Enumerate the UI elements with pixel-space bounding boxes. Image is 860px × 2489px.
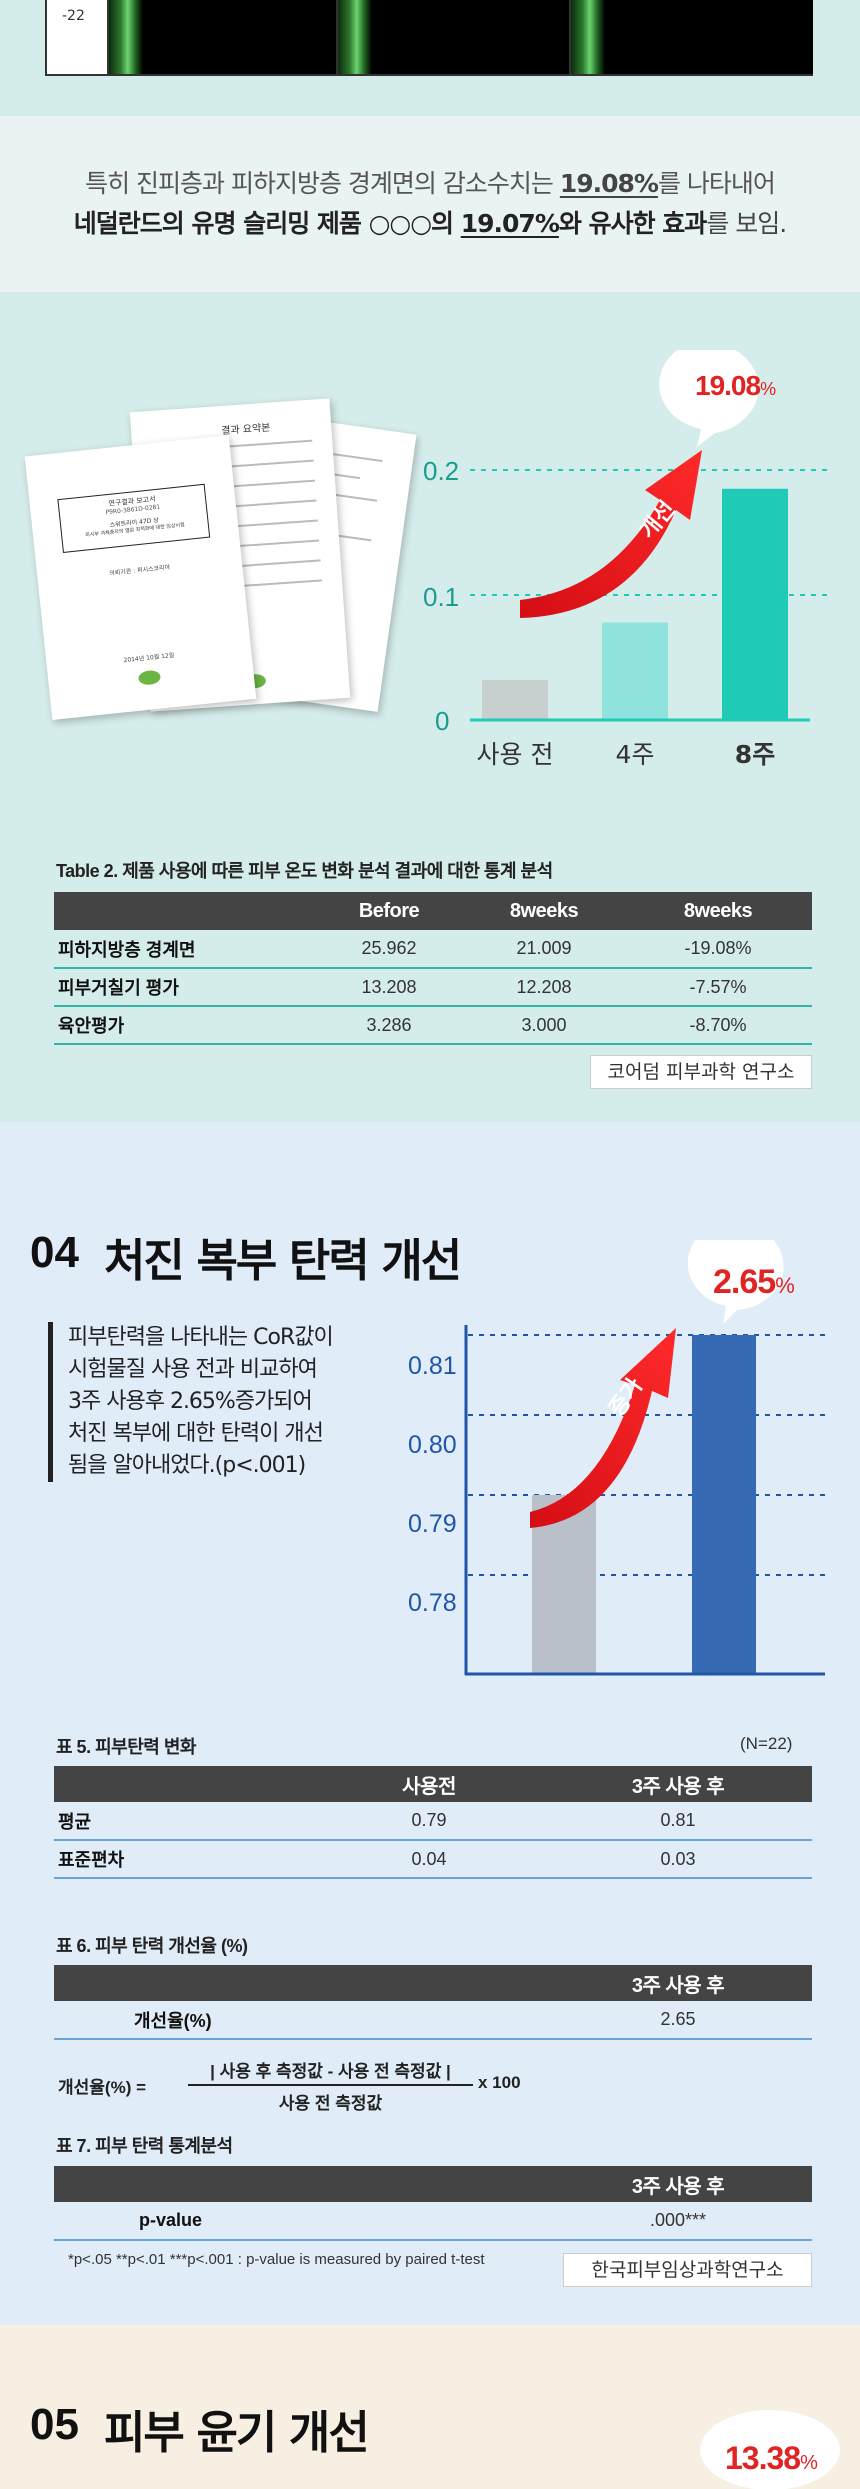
summary-value-2: 19.07% [460, 209, 560, 238]
x-label-8w: 8주 [734, 740, 776, 769]
value-bubble [700, 2410, 840, 2489]
sample-size: (N=22) [740, 1734, 793, 1753]
section-number: 05 [30, 2400, 79, 2449]
table6: 3주 사용 후 개선율(%) 2.65 [54, 1965, 812, 2040]
increase-arrow [530, 1328, 676, 1528]
bubble-value: 13.38% [725, 2440, 818, 2476]
summary-value-1: 19.08% [559, 169, 659, 198]
improvement-formula: 개선율(%) = | 사용 후 측정값 - 사용 전 측정값 | 사용 전 측정… [58, 2062, 521, 2113]
improvement-arrow [520, 450, 702, 618]
table5-caption: 표 5. 피부탄력 변화 [56, 1737, 196, 1757]
temperature-bar-chart: 개선 [470, 350, 830, 722]
summary-section [0, 116, 860, 292]
table2-caption: Table 2. 제품 사용에 따른 피부 온도 변화 분석 결과에 대한 통계… [56, 861, 553, 881]
y-tick-0.78: 0.78 [408, 1589, 457, 1617]
y-tick-0: 0 [435, 706, 450, 736]
table2-header-row: Before 8weeks 8weeks [54, 892, 812, 930]
description-bar [48, 1322, 53, 1482]
microscope-image-2 [336, 0, 569, 74]
bar-0 [482, 680, 548, 720]
microscope-image-3 [569, 0, 813, 74]
source-label: 코어덤 피부과학 연구소 [590, 1055, 812, 1089]
source-label: 한국피부임상과학연구소 [563, 2253, 812, 2287]
section-number: 04 [30, 1228, 79, 1277]
table-row: 평균 0.79 0.81 [54, 1802, 812, 1841]
microscope-image-1 [107, 0, 336, 74]
bubble-value: 2.65% [713, 1263, 795, 1301]
elasticity-description: 피부탄력을 나타내는 CoR값이 시험물질 사용 전과 비교하여 3주 사용후 … [68, 1325, 334, 1478]
bubble-value: 19.08% [695, 370, 777, 401]
table7: 3주 사용 후 p-value .000*** [54, 2166, 812, 2241]
y-tick-0.1: 0.1 [423, 582, 460, 612]
table-row: 피부거칠기 평가 13.208 12.208 -7.57% [54, 968, 812, 1007]
p-value-footnote: *p<.05 **p<.01 ***p<.001 : p-value is me… [68, 2251, 485, 2268]
value-bubble [659, 350, 759, 447]
table-row: 개선율(%) 2.65 [54, 2001, 812, 2040]
x-label-4w: 4주 [615, 740, 655, 769]
table5-header-row: 사용전 3주 사용 후 [54, 1766, 812, 1802]
y-tick-0.80: 0.80 [408, 1431, 457, 1459]
table6-header-row: 3주 사용 후 [54, 1965, 812, 2001]
table5: 사용전 3주 사용 후 평균 0.79 0.81 표준편차 0.04 0.03 [54, 1766, 812, 1879]
elasticity-bar-chart: 증가 [464, 1240, 825, 1676]
table2: Before 8weeks 8weeks 피하지방층 경계면 25.962 21.009… [54, 892, 812, 1045]
y-tick-0.79: 0.79 [408, 1510, 457, 1538]
document-title-box: 연구결과 보고서 P9R0-3861D-0281 스위트라이 47D 상 피시부… [57, 483, 211, 553]
bar-1 [692, 1335, 756, 1673]
table-row: 피하지방층 경계면 25.962 21.009 -19.08% [54, 930, 812, 969]
table6-caption: 표 6. 피부 탄력 개선율 (%) [56, 1936, 248, 1956]
value-bubble [687, 1240, 784, 1324]
y-tick-0.2: 0.2 [423, 456, 460, 486]
report-document-1: 연구결과 보고서 P9R0-3861D-0281 스위트라이 47D 상 피시부… [24, 435, 257, 720]
x-label-before: 사용 전 [476, 740, 554, 769]
section-title: 처진 복부 탄력 개선 [104, 1234, 462, 1287]
table7-header-row: 3주 사용 후 [54, 2166, 812, 2202]
section-title: 피부 윤기 개선 [104, 2406, 370, 2459]
table-row: 육안평가 3.286 3.000 -8.70% [54, 1006, 812, 1045]
table-row: p-value .000*** [54, 2202, 812, 2241]
row-label: -22 [62, 8, 85, 24]
bar-1 [602, 622, 668, 720]
table7-caption: 표 7. 피부 탄력 통계분석 [56, 2136, 233, 2156]
bar-2 [722, 488, 788, 720]
y-tick-0.81: 0.81 [408, 1352, 457, 1380]
microscope-table [45, 0, 813, 76]
summary-line-1: 특히 진피층과 피하지방층 경계면의 감소수치는 19.08%를 나타내어 [85, 169, 776, 198]
summary-line-2: 네덜란드의 유명 슬리밍 제품 ○○○의 19.07%와 유사한 효과를 보임. [73, 209, 787, 238]
elasticity-section [0, 1122, 860, 2325]
table-row: 표준편차 0.04 0.03 [54, 1840, 812, 1879]
